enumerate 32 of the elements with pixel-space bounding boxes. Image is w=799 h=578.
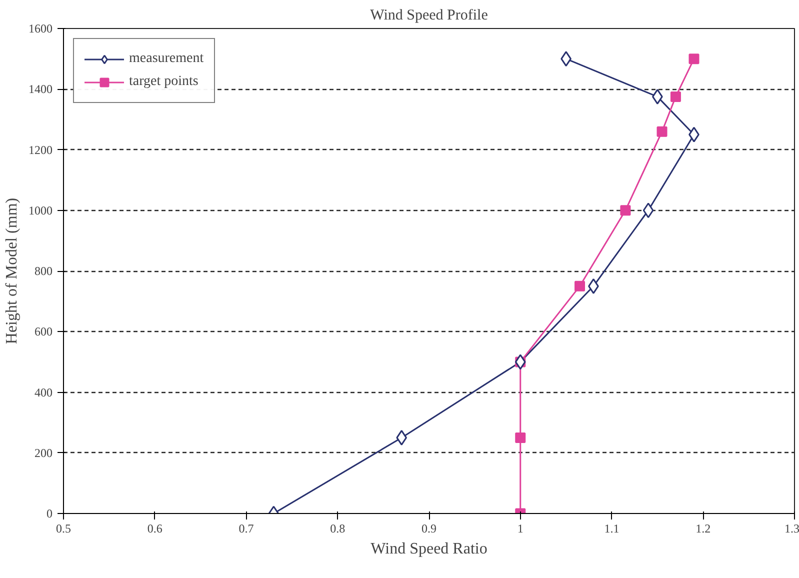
chart-title: Wind Speed Profile — [370, 8, 488, 24]
y-tick-label: 800 — [34, 264, 52, 278]
y-tick-label: 1600 — [28, 22, 52, 36]
x-tick-label: 1.3 — [784, 522, 799, 536]
y-tick-label: 1200 — [28, 142, 52, 157]
point — [620, 205, 631, 216]
x-tick-label: 0.6 — [147, 522, 162, 536]
x-tick-label: 1.2 — [696, 522, 711, 536]
x-tick-label: 1.1 — [604, 522, 620, 536]
x-tick-label: 0.5 — [56, 522, 71, 536]
y-tick-label: 1000 — [28, 203, 52, 218]
x-tick-label: 0.7 — [238, 522, 254, 536]
point — [670, 91, 681, 102]
legend-label: measurement — [129, 51, 204, 67]
x-axis-title: Wind Speed Ratio — [370, 540, 488, 558]
point — [642, 202, 654, 218]
x-tick-label: 1 — [517, 522, 524, 536]
point — [514, 354, 526, 370]
y-tick-label: 600 — [34, 324, 52, 339]
legend-label: target points — [129, 74, 198, 90]
point — [515, 432, 526, 443]
y-tick-label: 1400 — [28, 82, 52, 96]
y-tick-label: 200 — [34, 446, 52, 460]
x-tick-label: 0.8 — [330, 522, 346, 536]
point — [574, 280, 586, 292]
point — [396, 430, 408, 446]
y-axis-title: Height of Model (mm) — [4, 198, 20, 344]
point — [656, 126, 668, 137]
point — [688, 54, 700, 64]
y-tick-label: 0 — [46, 506, 52, 520]
y-tick-label: 400 — [34, 385, 52, 400]
x-tick-label: 0.9 — [422, 522, 436, 536]
